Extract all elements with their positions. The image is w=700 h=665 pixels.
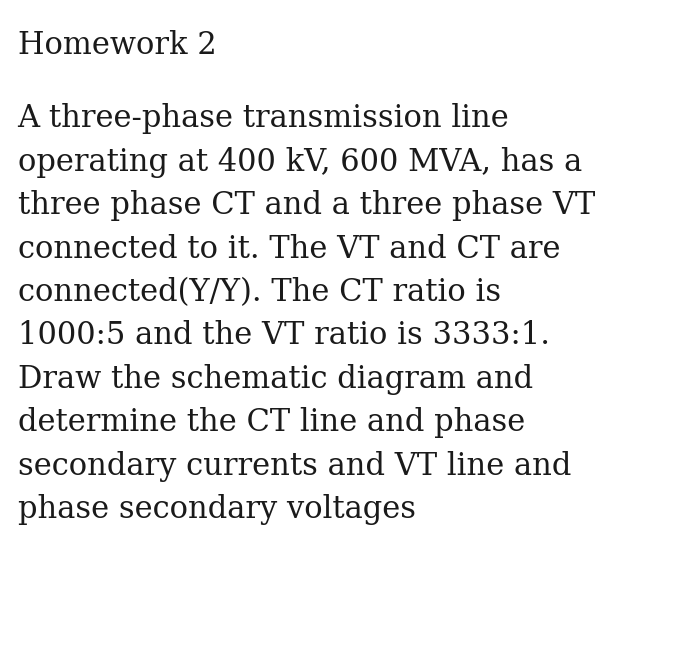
Text: Homework 2: Homework 2 <box>18 30 216 61</box>
Text: A three-phase transmission line
operating at 400 kV, 600 MVA, has a
three phase : A three-phase transmission line operatin… <box>18 103 595 525</box>
